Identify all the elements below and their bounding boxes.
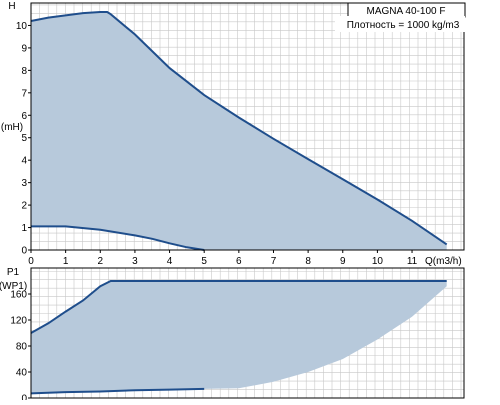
y-tick-label: 1: [21, 223, 27, 234]
y-tick-label: 4: [21, 156, 27, 167]
title-box-density-frame: [335, 16, 465, 32]
max-speed-curve: [30, 280, 447, 334]
min-speed-curve: [31, 225, 205, 251]
plot-frame: [30, 267, 465, 399]
x-tick-label: 11: [407, 256, 418, 267]
x-tick-label: 7: [271, 256, 277, 267]
y-tick-label: 6: [21, 111, 27, 122]
y-tick-label: 40: [16, 368, 28, 379]
y-axis-label-symbol: H: [8, 1, 15, 12]
density-label: Плотность = 1000 kg/m3: [347, 20, 460, 31]
y-tick-label: 10: [16, 21, 28, 32]
min-speed-curve: [30, 387, 205, 395]
y-tick-label: 3: [21, 178, 27, 189]
x-tick-label: 0: [28, 256, 34, 267]
max-speed-curve: [30, 11, 448, 246]
power-chart: 0 40 80 120 160 P1 (WP1): [0, 267, 465, 405]
y-tick-label: 80: [16, 342, 28, 353]
y-axis-label-unit: (WP1): [0, 281, 27, 292]
x-axis-label: Q(m3/h): [425, 256, 462, 267]
x-tick-label: 1: [63, 256, 69, 267]
y-axis-label-symbol: P1: [7, 267, 20, 278]
y-tick-label: 120: [10, 316, 27, 327]
y-tick-label: 5: [21, 133, 27, 144]
x-tick-label: 5: [201, 256, 207, 267]
y-tick-label: 0: [21, 394, 27, 401]
plot-frame: [30, 2, 465, 251]
title-box: MAGNA 40-100 F Плотность = 1000 kg/m3: [335, 2, 466, 32]
x-tick-label: 10: [372, 256, 384, 267]
operating-area: [31, 281, 447, 394]
y-tick-label: 7: [21, 88, 27, 99]
operating-area: [31, 12, 447, 250]
x-tick-label: 2: [97, 256, 103, 267]
y-axis-label-unit: (mH): [1, 122, 23, 133]
model-name: MAGNA 40-100 F: [367, 6, 446, 17]
y-tick-label: 0: [21, 246, 27, 257]
y-tick-label: 9: [21, 43, 27, 54]
x-tick-label: 9: [340, 256, 346, 267]
x-tick-label: 6: [236, 256, 242, 267]
x-tick-label: 8: [305, 256, 311, 267]
y-tick-label: 8: [21, 66, 27, 77]
y-tick-label: 160: [10, 290, 27, 301]
y-tick-label: 2: [21, 201, 27, 212]
x-tick-label: 4: [167, 256, 173, 267]
x-tick-label: 3: [132, 256, 138, 267]
